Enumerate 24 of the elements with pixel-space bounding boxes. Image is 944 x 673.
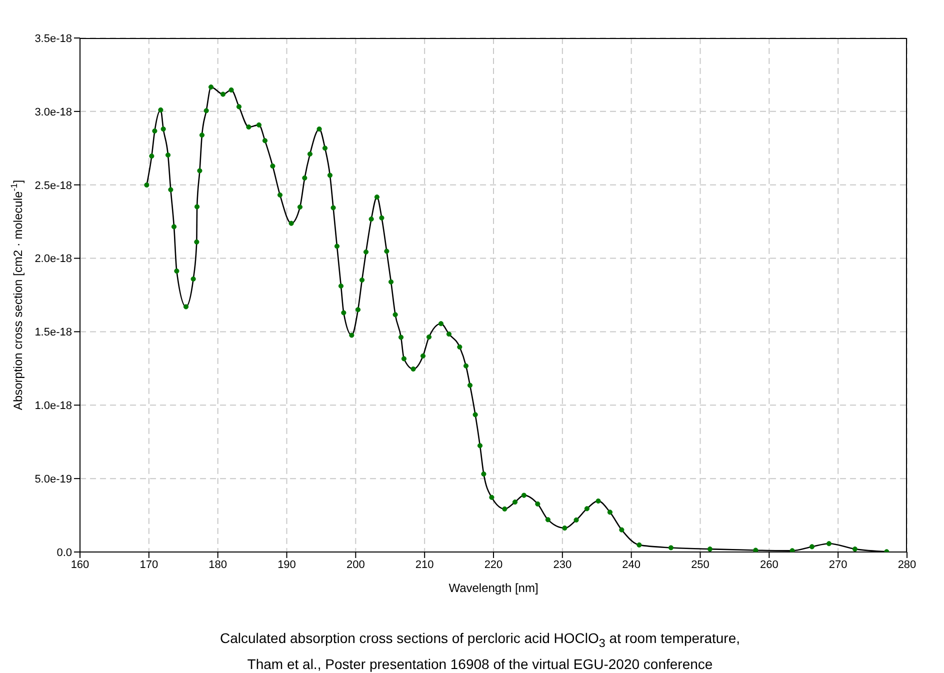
x-tick-label: 260 <box>760 558 778 571</box>
x-tick-label: 200 <box>346 558 365 571</box>
x-tick-label: 250 <box>691 558 710 571</box>
x-tick-label: 270 <box>828 558 848 571</box>
x-tick-label: 210 <box>415 558 434 571</box>
x-tick-label: 230 <box>553 558 572 571</box>
text: Tham et al., Poster presentation 16908 of the virtual EGU-2020 conference <box>246 654 714 673</box>
x-axis-title: Wavelength [nm] <box>448 581 538 595</box>
x-tick-label: 160 <box>70 558 90 571</box>
x-tick-label: 170 <box>140 558 158 571</box>
y-tick-label: 0.0 <box>56 546 72 559</box>
y-tick-label: 2.0e-18 <box>34 253 72 266</box>
text: Calculated absorption cross sections of percloric acid HOClO$_{3}$ at room temperature, <box>220 630 740 650</box>
x-tick-label: 180 <box>208 558 228 571</box>
y-tick-label: 3.0e-18 <box>34 106 72 118</box>
x-tick-label: 190 <box>278 558 296 571</box>
y-tick-label: 1.0e-18 <box>34 400 72 412</box>
y-tick-label: 2.5e-18 <box>34 180 72 192</box>
x-tick-label: 240 <box>622 558 641 571</box>
y-tick-label: 3.5e-18 <box>34 32 72 45</box>
x-tick-label: 280 <box>898 558 916 571</box>
y-tick-label: 5.0e-19 <box>34 473 72 486</box>
x-tick-label: 220 <box>484 558 503 571</box>
y-tick-label: 1.5e-18 <box>34 326 72 339</box>
